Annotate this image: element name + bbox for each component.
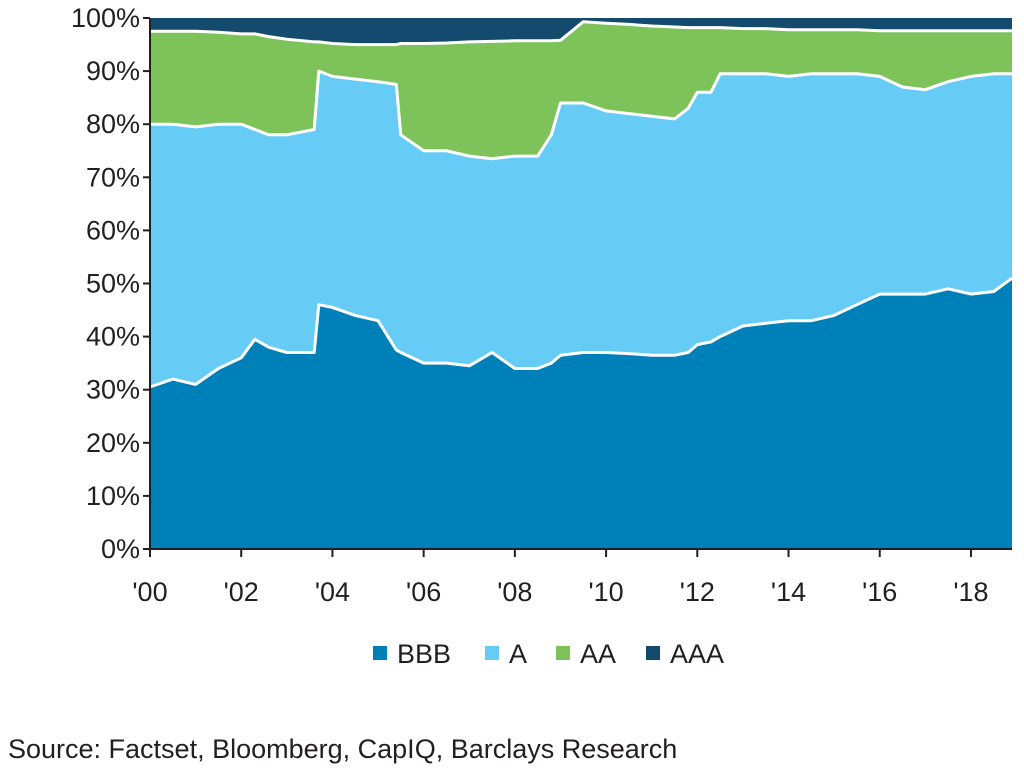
legend-swatch [485,646,499,660]
x-tick-label: '16 [862,577,897,607]
y-tick-label: 80% [86,109,140,139]
chart-areas [150,18,1012,549]
x-tick-label: '18 [953,577,988,607]
boundary-a [150,69,1012,161]
boundary-bbb [149,276,1013,389]
legend-item-bbb: BBB [373,639,451,669]
legend-item-aaa: AAA [646,639,724,669]
y-tick-label: 90% [86,56,140,86]
y-tick-label: 60% [86,215,140,245]
y-tick-label: 40% [86,322,140,352]
source-note: Source: Factset, Bloomberg, CapIQ, Barcl… [8,734,678,764]
chart-axes: 0% 10% 20% 30% 40% 50% 60% 70% 80% 90% 100% '00 '02 '… [71,3,1012,607]
y-tick-label: 70% [86,162,140,192]
x-tick-label: '02 [224,577,259,607]
x-tick-label: '10 [588,577,623,607]
legend-swatch [556,646,570,660]
area-a [150,71,1012,387]
legend-label: BBB [397,639,451,669]
x-tick-label: '14 [771,577,806,607]
x-tick-label: '08 [497,577,532,607]
legend-swatch [646,646,660,660]
legend-label: AAA [670,639,724,669]
y-tick-label: 30% [86,375,140,405]
y-tick-label: 50% [86,269,140,299]
area-aa [150,21,1012,159]
boundary-aa [150,20,1012,47]
x-tick-label: '12 [680,577,715,607]
y-tick-label: 20% [86,428,140,458]
chart-legend: BBB A AA AAA [373,639,724,669]
legend-item-aa: AA [556,639,616,669]
y-tick-label: 0% [101,534,140,564]
area-bbb [150,278,1012,549]
x-tick-label: '06 [406,577,441,607]
legend-label: AA [580,639,616,669]
y-tick-label: 10% [86,481,140,511]
legend-item-a: A [485,639,527,669]
x-tick-label: '04 [315,577,350,607]
x-tick-label: '00 [132,577,167,607]
area-aaa [150,18,1012,45]
series-boundaries [149,20,1013,389]
legend-swatch [373,646,387,660]
legend-label: A [509,639,527,669]
y-tick-label: 100% [71,3,140,33]
